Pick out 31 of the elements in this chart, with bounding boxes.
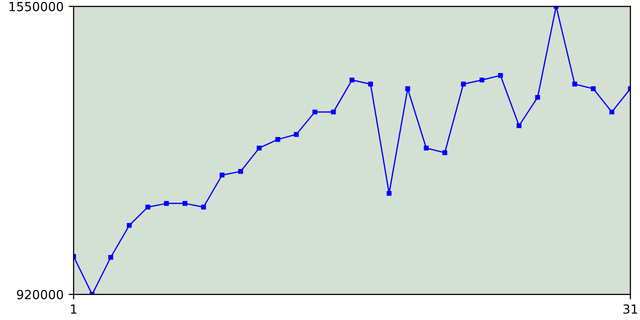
point [312,110,318,114]
point [275,137,280,142]
point [294,132,299,137]
point [386,190,392,196]
point [126,222,132,228]
point [535,94,540,100]
point [256,146,262,151]
y-tick-label: 920000 [16,290,64,300]
point [442,150,448,156]
point [182,201,188,206]
point [164,201,169,206]
point [424,146,429,151]
point [405,86,410,92]
point [238,169,244,174]
point [350,78,354,82]
point [590,86,596,92]
point [201,204,206,210]
y-tick-label: 1550000 [10,2,64,12]
x-tick-label: 1 [70,304,76,314]
point [460,82,466,87]
point [145,204,150,210]
point [572,82,578,87]
point [498,73,503,78]
point [368,82,373,87]
point [220,172,225,178]
point [516,123,522,128]
point [609,110,614,114]
point [331,110,336,114]
point [108,254,114,260]
x-tick-label: 31 [623,304,638,314]
point [479,78,484,82]
